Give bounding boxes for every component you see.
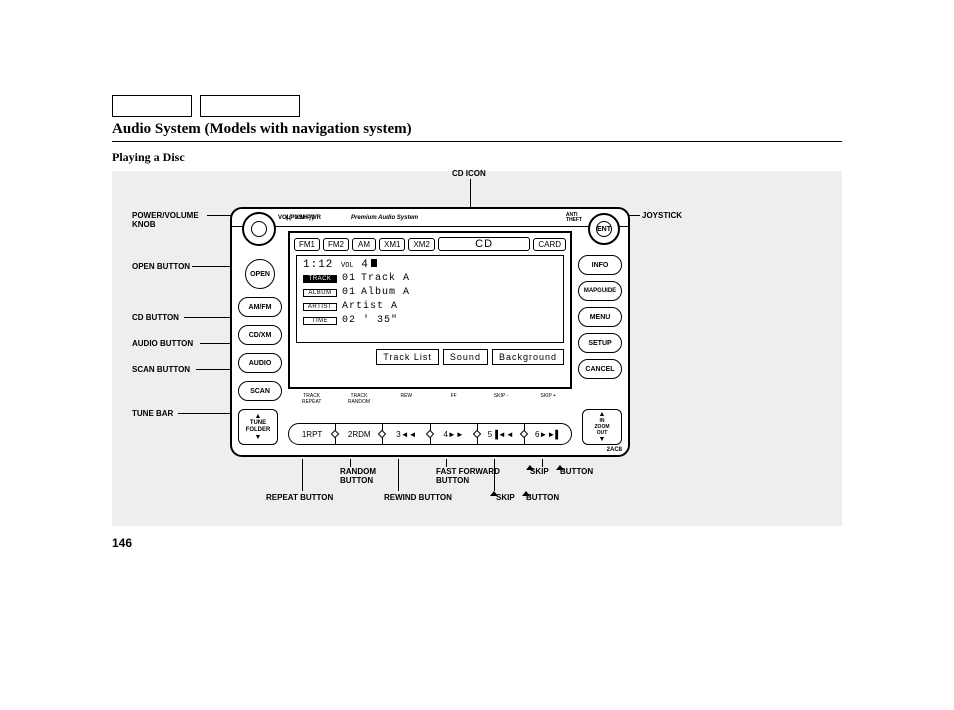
- track-tag: TRACK: [303, 275, 337, 283]
- softkey-sound[interactable]: Sound: [443, 349, 488, 365]
- lcd-screen: FM1 FM2 AM XM1 XM2 CD CARD 1:12 VOL 4 TR…: [288, 231, 572, 389]
- head-unit: VOLPUSHPWR ENT ((·XM·)) Premium Audio Sy…: [230, 207, 630, 457]
- callout-repeat: REPEAT BUTTON: [266, 493, 333, 502]
- artist-name: Artist A: [342, 301, 398, 312]
- callout-rewind: REWIND BUTTON: [384, 493, 452, 502]
- amfm-button[interactable]: AM/FM: [238, 297, 282, 317]
- softkey-background[interactable]: Background: [492, 349, 564, 365]
- callout-skip-plus-2: BUTTON: [560, 467, 593, 476]
- softkey-tracklist[interactable]: Track List: [376, 349, 439, 365]
- menu-button[interactable]: MENU: [578, 307, 622, 327]
- preset-6-skipfwd[interactable]: 6►►▌: [525, 424, 571, 444]
- mapguide-button[interactable]: MAPGUIDE: [578, 281, 622, 301]
- callout-cd-icon: CD ICON: [452, 169, 486, 178]
- elapsed-time: 02 ' 35": [342, 315, 398, 326]
- callout-random: RANDOM BUTTON: [340, 467, 376, 485]
- callout-power-volume: POWER/VOLUME KNOB: [132, 211, 199, 229]
- scan-button[interactable]: SCAN: [238, 381, 282, 401]
- track-num: 01: [342, 273, 356, 284]
- callout-audio-button: AUDIO BUTTON: [132, 339, 193, 348]
- preset-fn-labels: TRACK REPEAT TRACK RANDOM REW FF SKIP - …: [288, 393, 572, 405]
- page-number: 146: [112, 536, 842, 550]
- src-am[interactable]: AM: [352, 238, 376, 251]
- tune-folder-bar[interactable]: ▲ TUNE FOLDER ▼: [238, 409, 278, 445]
- power-volume-knob[interactable]: [242, 212, 276, 246]
- section-title: Audio System (Models with navigation sys…: [112, 121, 842, 142]
- lcd-display: 1:12 VOL 4 TRACK 01 Track A ALBUM 01 Alb…: [296, 255, 564, 343]
- anti-theft-label: ANTI THEFT: [566, 213, 582, 223]
- src-xm1[interactable]: XM1: [379, 238, 405, 251]
- open-button[interactable]: OPEN: [245, 259, 275, 289]
- vol-pwr-label: VOLPUSHPWR: [278, 215, 321, 221]
- preset-bar: 1RPT 2RDM 3◄◄ 4►► 5▐◄◄ 6►►▌: [288, 423, 572, 445]
- src-fm2[interactable]: FM2: [323, 238, 349, 251]
- time-tag: TIME: [303, 317, 337, 325]
- setup-button[interactable]: SETUP: [578, 333, 622, 353]
- preset-4-ff[interactable]: 4►►: [431, 424, 478, 444]
- preset-1-rpt[interactable]: 1RPT: [289, 424, 336, 444]
- preset-5-skipback[interactable]: 5▐◄◄: [478, 424, 525, 444]
- lcd-vol-label: VOL: [341, 262, 354, 270]
- preset-2-rdm[interactable]: 2RDM: [336, 424, 383, 444]
- callout-skip-minus-1: SKIP: [496, 493, 515, 502]
- callout-skip-minus-2: BUTTON: [526, 493, 559, 502]
- model-code: 2AC8: [607, 447, 622, 453]
- src-fm1[interactable]: FM1: [294, 238, 320, 251]
- figure: CD ICON POWER/VOLUME KNOB OPEN BUTTON CD…: [112, 171, 842, 526]
- lcd-clock: 1:12: [303, 259, 333, 271]
- album-name: Album A: [361, 287, 410, 298]
- audio-button[interactable]: AUDIO: [238, 353, 282, 373]
- callout-cd-button: CD BUTTON: [132, 313, 179, 322]
- preset-3-rew[interactable]: 3◄◄: [383, 424, 430, 444]
- cancel-button[interactable]: CANCEL: [578, 359, 622, 379]
- callout-tune-bar: TUNE BAR: [132, 409, 173, 418]
- artist-tag: ARTIST: [303, 303, 337, 311]
- callout-scan-button: SCAN BUTTON: [132, 365, 190, 374]
- lcd-vol-value: 4: [361, 259, 369, 271]
- zoom-rocker[interactable]: ▲ IN ZOOM OUT ▼: [582, 409, 622, 445]
- callout-ff: FAST FORWARD BUTTON: [436, 467, 500, 485]
- src-card[interactable]: CARD: [533, 238, 566, 251]
- premium-label: Premium Audio System: [351, 215, 418, 221]
- section-subtitle: Playing a Disc: [112, 150, 842, 165]
- cdxm-button[interactable]: CD/XM: [238, 325, 282, 345]
- info-button[interactable]: INFO: [578, 255, 622, 275]
- src-cd[interactable]: CD: [438, 237, 530, 251]
- header-tab-boxes: [112, 95, 842, 117]
- joystick-ent-knob[interactable]: ENT: [588, 213, 620, 245]
- album-num: 01: [342, 287, 356, 298]
- callout-open-button: OPEN BUTTON: [132, 262, 190, 271]
- track-name: Track A: [361, 273, 410, 284]
- src-xm2[interactable]: XM2: [408, 238, 434, 251]
- album-tag: ALBUM: [303, 289, 337, 297]
- callout-joystick: JOYSTICK: [642, 211, 682, 220]
